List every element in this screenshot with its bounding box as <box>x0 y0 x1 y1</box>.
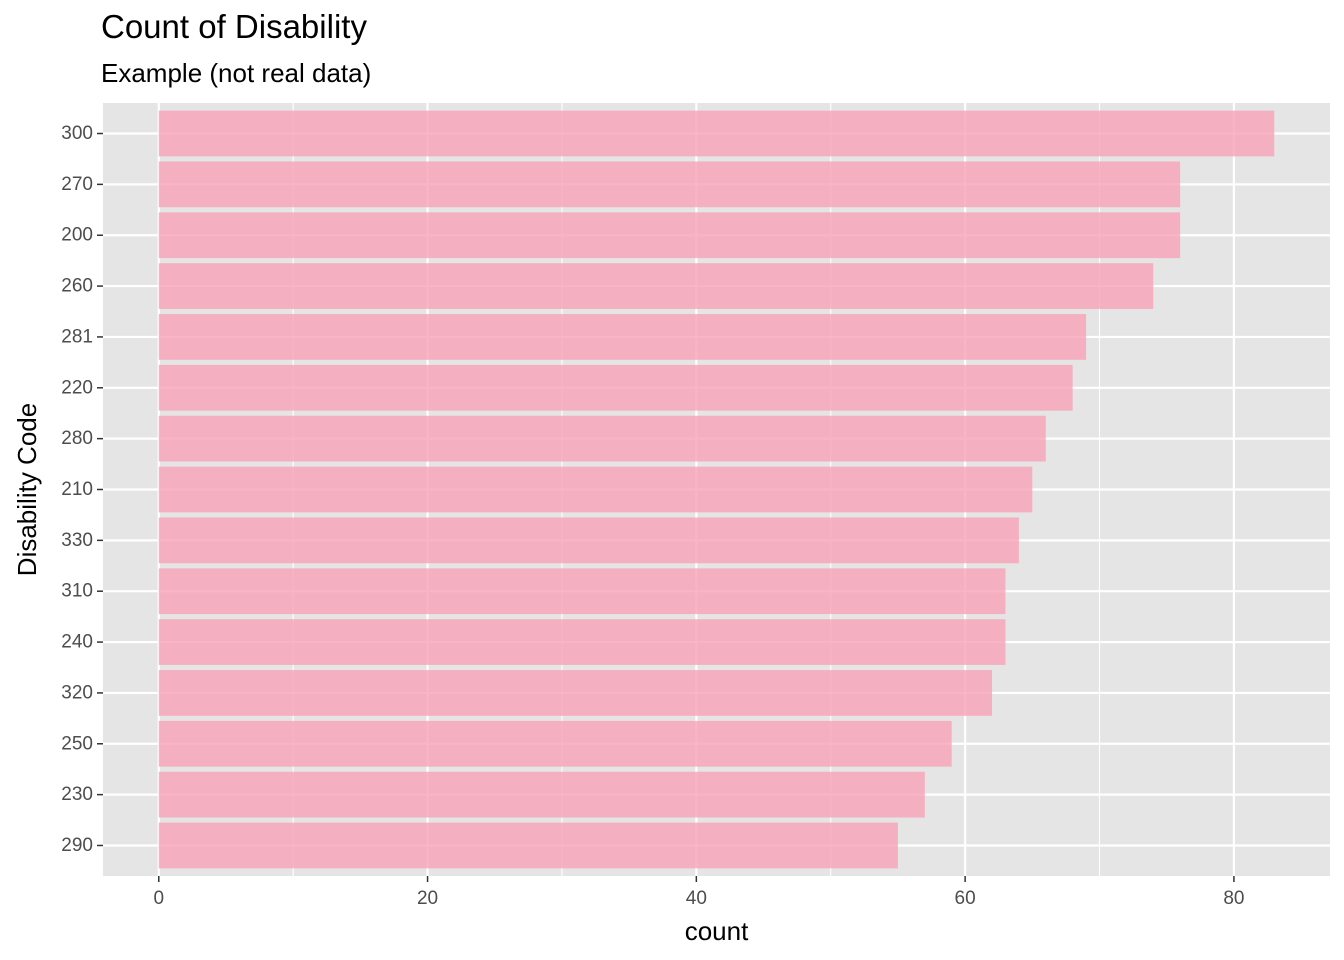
bar-270 <box>158 161 1181 208</box>
y-tick-label: 280 <box>61 428 93 449</box>
x-tick-label: 80 <box>1223 888 1244 909</box>
y-tick-label: 290 <box>61 835 93 856</box>
bar-260 <box>158 263 1154 309</box>
x-tick-label: 20 <box>417 888 438 909</box>
bar-280 <box>158 415 1046 462</box>
x-axis-title: count <box>685 916 749 946</box>
y-tick-label: 200 <box>61 225 93 246</box>
y-tick-label: 330 <box>61 530 93 551</box>
x-tick-label: 0 <box>153 888 164 909</box>
bar-250 <box>158 720 952 767</box>
y-tick-label: 210 <box>61 479 93 500</box>
y-tick-label: 260 <box>61 276 93 297</box>
bar-200 <box>158 212 1181 259</box>
chart-subtitle: Example (not real data) <box>101 58 372 88</box>
x-axis: 0 20 40 60 80 <box>153 876 1244 909</box>
bar-230 <box>158 771 925 818</box>
y-axis-title: Disability Code <box>12 403 42 576</box>
y-tick-label: 300 <box>61 123 93 144</box>
y-axis: 300 270 200 260 281 220 280 210 330 310 240 320 250 2… <box>61 123 103 856</box>
bar-300 <box>158 110 1275 157</box>
bar-210 <box>158 466 1033 513</box>
bar-330 <box>158 517 1019 564</box>
bar-220 <box>158 364 1073 411</box>
bar-240 <box>158 619 1006 665</box>
x-tick-label: 40 <box>686 888 707 909</box>
bar-281 <box>158 314 1087 360</box>
y-tick-label: 240 <box>61 632 93 653</box>
y-tick-label: 281 <box>61 326 93 347</box>
y-tick-label: 270 <box>61 174 93 195</box>
chart-title: Count of Disability <box>101 8 367 45</box>
bar-320 <box>158 670 993 716</box>
y-tick-label: 220 <box>61 377 93 398</box>
y-tick-label: 250 <box>61 733 93 754</box>
bar-310 <box>158 568 1006 615</box>
x-tick-label: 60 <box>955 888 976 909</box>
y-tick-label: 310 <box>61 581 93 602</box>
y-tick-label: 320 <box>61 682 93 703</box>
y-tick-label: 230 <box>61 784 93 805</box>
bar-290 <box>158 822 898 869</box>
bars <box>158 110 1275 869</box>
